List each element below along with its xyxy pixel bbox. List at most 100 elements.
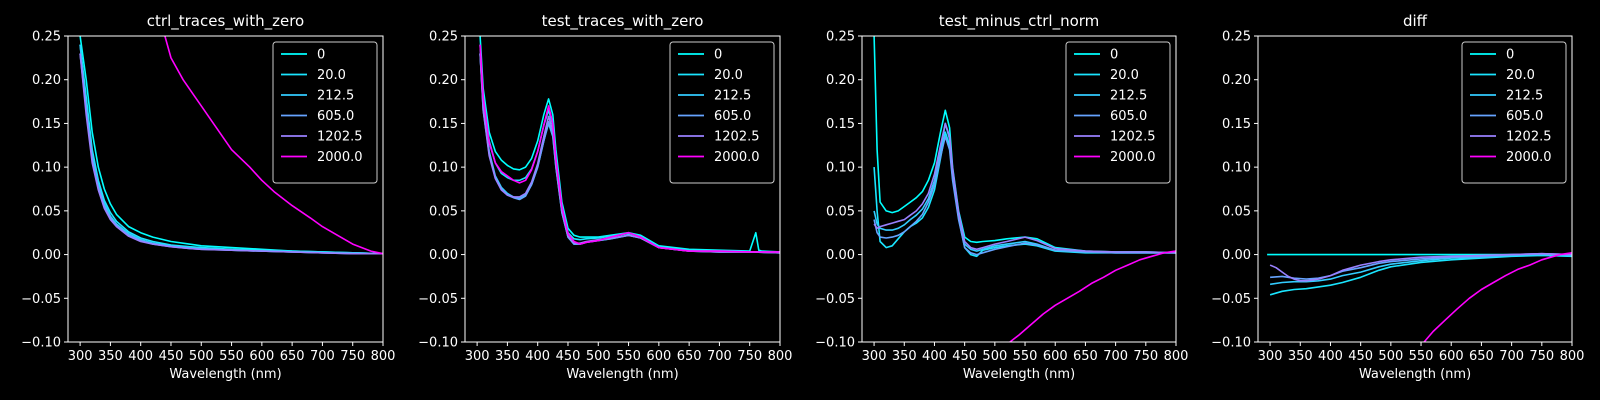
legend-label: 605.0 bbox=[317, 109, 354, 124]
legend-label: 2000.0 bbox=[714, 150, 760, 165]
legend-label: 212.5 bbox=[317, 89, 354, 104]
x-tick-label: 400 bbox=[128, 349, 153, 364]
x-axis-label: Wavelength (nm) bbox=[1359, 367, 1471, 382]
x-tick-label: 450 bbox=[556, 349, 581, 364]
y-tick-label: 0.25 bbox=[1222, 30, 1251, 45]
legend-box bbox=[669, 41, 775, 184]
plot-frame bbox=[1257, 35, 1573, 343]
series-line-1202.5 bbox=[873, 122, 1176, 254]
x-tick-label: 750 bbox=[737, 349, 762, 364]
legend-label: 1202.5 bbox=[317, 130, 363, 145]
legend-label: 212.5 bbox=[1506, 89, 1543, 104]
legend: 0 20.0 212.5 605.0 1202.5 2000.0 bbox=[669, 41, 775, 184]
series-line-605.0 bbox=[873, 135, 1176, 256]
x-tick-label: 300 bbox=[862, 349, 887, 364]
x-tick-label: 600 bbox=[1439, 349, 1464, 364]
legend-label: 20.0 bbox=[1110, 68, 1139, 83]
y-tick-label: 0.10 bbox=[429, 161, 458, 176]
legend-label: 20.0 bbox=[317, 68, 346, 83]
legend: 0 20.0 212.5 605.0 1202.5 2000.0 bbox=[272, 41, 378, 184]
x-tick-label: 300 bbox=[1258, 349, 1283, 364]
x-tick-label: 300 bbox=[465, 349, 490, 364]
y-tick-label: 0.05 bbox=[826, 204, 855, 219]
y-tick-label: 0.00 bbox=[826, 248, 855, 263]
x-tick-label: 350 bbox=[892, 349, 917, 364]
x-tick-label: 700 bbox=[707, 349, 732, 364]
y-tick-label: 0.15 bbox=[826, 117, 855, 132]
x-tick-label: 750 bbox=[340, 349, 365, 364]
y-tick-label: 0.20 bbox=[32, 73, 61, 88]
plot-frame bbox=[464, 35, 781, 343]
legend-label: 0 bbox=[317, 48, 325, 63]
legend-label: 1202.5 bbox=[1506, 130, 1552, 145]
series-line-0 bbox=[479, 36, 780, 253]
y-tick-label: 0.05 bbox=[429, 204, 458, 219]
y-tick-label: 0.00 bbox=[32, 248, 61, 263]
y-tick-label: 0.05 bbox=[32, 204, 61, 219]
x-tick-label: 500 bbox=[189, 349, 214, 364]
x-tick-label: 450 bbox=[159, 349, 184, 364]
x-tick-label: 800 bbox=[1164, 349, 1189, 364]
x-tick-label: 400 bbox=[922, 349, 947, 364]
y-tick-label: 0.10 bbox=[1222, 161, 1251, 176]
y-tick-label: −0.05 bbox=[815, 292, 855, 307]
x-tick-label: 700 bbox=[1103, 349, 1128, 364]
x-tick-label: 500 bbox=[982, 349, 1007, 364]
chart-panel-3: test_minus_ctrl_norm 300 350 400 450 500 550 60… bbox=[815, 12, 1188, 382]
y-tick-label: 0.10 bbox=[32, 161, 61, 176]
y-tick-label: −0.05 bbox=[1211, 292, 1251, 307]
x-tick-label: 300 bbox=[68, 349, 93, 364]
legend-label: 605.0 bbox=[1506, 109, 1543, 124]
y-tick-label: 0.00 bbox=[429, 248, 458, 263]
legend-label: 0 bbox=[1506, 48, 1514, 63]
legend-label: 212.5 bbox=[1110, 89, 1147, 104]
y-tick-label: 0.10 bbox=[826, 161, 855, 176]
x-tick-label: 550 bbox=[616, 349, 641, 364]
y-tick-label: −0.05 bbox=[21, 292, 61, 307]
y-tick-label: 0.20 bbox=[429, 73, 458, 88]
y-tick-label: −0.10 bbox=[815, 336, 855, 351]
legend-label: 605.0 bbox=[714, 109, 751, 124]
x-tick-label: 450 bbox=[952, 349, 977, 364]
x-tick-label: 750 bbox=[1529, 349, 1554, 364]
x-tick-label: 350 bbox=[1288, 349, 1313, 364]
legend-label: 0 bbox=[1110, 48, 1118, 63]
legend-label: 212.5 bbox=[714, 89, 751, 104]
y-tick-label: 0.15 bbox=[32, 117, 61, 132]
legend-label: 2000.0 bbox=[1110, 150, 1156, 165]
y-tick-label: −0.10 bbox=[1211, 336, 1251, 351]
x-tick-label: 600 bbox=[249, 349, 274, 364]
x-tick-label: 800 bbox=[371, 349, 396, 364]
plot-frame bbox=[861, 35, 1177, 343]
x-tick-label: 700 bbox=[1499, 349, 1524, 364]
x-tick-label: 350 bbox=[495, 349, 520, 364]
y-tick-label: 0.20 bbox=[826, 73, 855, 88]
legend-label: 0 bbox=[714, 48, 722, 63]
y-tick-label: 0.25 bbox=[32, 30, 61, 45]
series-line-1202.5 bbox=[79, 53, 383, 255]
y-tick-label: 0.05 bbox=[1222, 204, 1251, 219]
x-tick-label: 350 bbox=[98, 349, 123, 364]
plot-frame bbox=[67, 35, 384, 343]
y-tick-label: −0.05 bbox=[418, 292, 458, 307]
x-tick-label: 550 bbox=[1409, 349, 1434, 364]
legend-label: 1202.5 bbox=[714, 130, 760, 145]
y-tick-label: 0.15 bbox=[1222, 117, 1251, 132]
series-group bbox=[79, 36, 383, 255]
series-group bbox=[1267, 252, 1572, 342]
series-line-2000.0 bbox=[479, 44, 780, 253]
x-axis-label: Wavelength (nm) bbox=[169, 367, 281, 382]
x-tick-label: 500 bbox=[586, 349, 611, 364]
chart-panel-2: test_traces_with_zero 300 350 400 450 500 550 6… bbox=[418, 12, 792, 382]
chart-panel-4: diff 300 350 400 450 500 550 600 650 700 750 800 −0.… bbox=[1211, 12, 1584, 382]
legend-box bbox=[272, 41, 378, 184]
legend: 0 20.0 212.5 605.0 1202.5 2000.0 bbox=[1065, 41, 1171, 184]
x-tick-label: 400 bbox=[1318, 349, 1343, 364]
x-tick-label: 650 bbox=[1073, 349, 1098, 364]
y-tick-label: 0.00 bbox=[1222, 248, 1251, 263]
chart-title: test_traces_with_zero bbox=[542, 12, 704, 31]
x-tick-label: 650 bbox=[677, 349, 702, 364]
chart-title: test_minus_ctrl_norm bbox=[939, 12, 1100, 31]
